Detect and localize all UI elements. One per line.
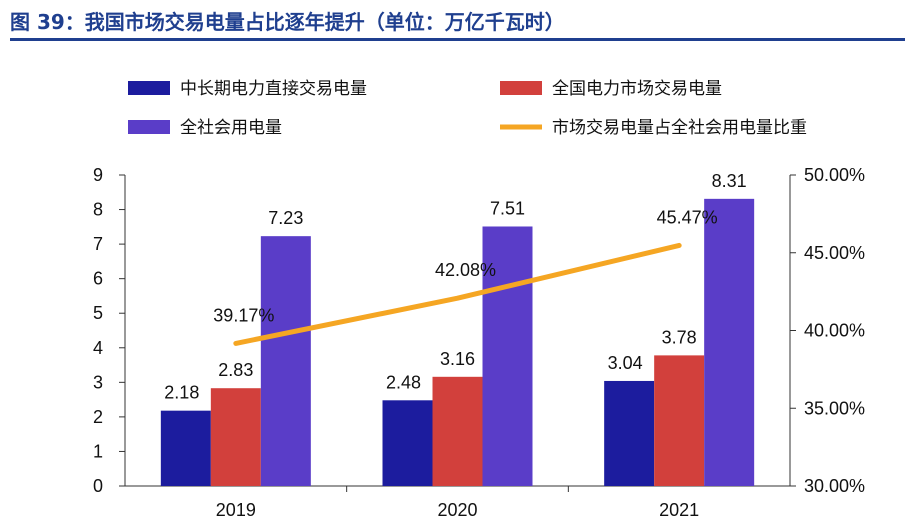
x-tick-label: 2021: [659, 500, 699, 520]
chart-title: 图 39：我国市场交易电量占比逐年提升（单位：万亿千瓦时）: [10, 6, 905, 41]
legend-swatch: [128, 120, 170, 134]
x-tick-label: 2019: [216, 500, 256, 520]
line-value-label: 45.47%: [657, 207, 718, 227]
y-left-tick-label: 7: [93, 234, 103, 254]
bar: [654, 355, 705, 486]
bar: [432, 376, 483, 486]
y-left-tick-label: 4: [93, 338, 103, 358]
bar-value-label: 7.51: [490, 198, 525, 218]
bar-value-label: 2.48: [386, 372, 421, 392]
y-left-tick-label: 8: [93, 200, 103, 220]
line-point: [456, 297, 459, 300]
legend-label: 全社会用电量: [180, 118, 282, 138]
bar: [260, 236, 311, 486]
y-right-tick-label: 45.00%: [804, 243, 865, 263]
y-left-tick-label: 9: [93, 165, 103, 185]
line-point: [678, 244, 681, 247]
bar-value-label: 7.23: [268, 208, 303, 228]
bar: [604, 380, 655, 486]
bars: [160, 198, 755, 487]
y-left-tick-label: 3: [93, 372, 103, 392]
x-tick-label: 2020: [437, 500, 477, 520]
legend-swatch: [128, 81, 170, 95]
y-right-tick-label: 35.00%: [804, 398, 865, 418]
y-right-tick-label: 30.00%: [804, 476, 865, 496]
bar: [482, 226, 533, 486]
y-right-tick-label: 50.00%: [804, 165, 865, 185]
y-left-tick-label: 6: [93, 269, 103, 289]
line-series: [233, 242, 682, 346]
legend-label: 市场交易电量占全社会用电量比重: [552, 118, 807, 138]
data-labels: 2.18 2.48 3.04 2.83 3.16 3.78 7.23 7.51 8.31 39.1…: [164, 171, 746, 403]
bar-value-label: 8.31: [712, 171, 747, 191]
bar: [160, 410, 211, 486]
bar: [704, 198, 755, 487]
line-point: [234, 342, 237, 345]
bar: [382, 400, 433, 486]
y-left-tick-label: 5: [93, 303, 103, 323]
y-left-tick-label: 1: [93, 441, 103, 461]
legend-label: 中长期电力直接交易电量: [180, 79, 367, 99]
y-left-tick-label: 2: [93, 407, 103, 427]
line-value-label: 42.08%: [435, 260, 496, 280]
bar-value-label: 3.04: [608, 353, 643, 373]
bar: [210, 388, 261, 486]
y-right-tick-label: 40.00%: [804, 321, 865, 341]
line-value-label: 39.17%: [213, 305, 274, 325]
bar-value-label: 2.18: [164, 383, 199, 403]
bar-value-label: 3.78: [662, 327, 697, 347]
legend-label: 全国电力市场交易电量: [552, 79, 722, 99]
legend-swatch: [500, 81, 542, 95]
bar-value-label: 3.16: [440, 349, 475, 369]
y-left-tick-label: 0: [93, 476, 103, 496]
axes: 0 1 2 3 4 5 6 7 8 9 30.00% 35.00% 40.00% 45.00% 50.00%…: [93, 165, 865, 520]
bar-value-label: 2.83: [218, 360, 253, 380]
